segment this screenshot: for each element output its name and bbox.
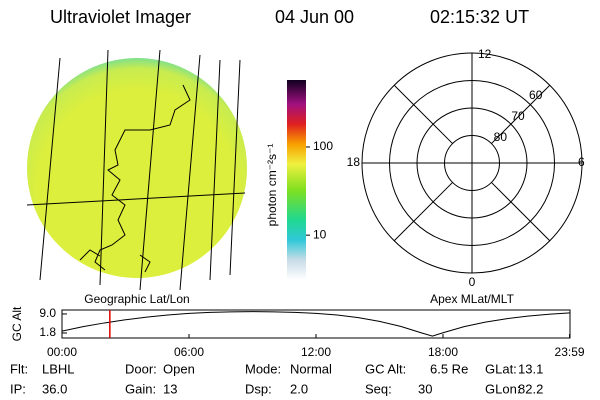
- lat-ring: [389, 80, 555, 246]
- status-value: LBHL: [42, 361, 75, 376]
- date: 04 Jun 00: [275, 7, 354, 27]
- status-label: Flt:: [10, 361, 28, 376]
- alt-xtick-label: 00:00: [47, 345, 77, 359]
- alt-xtick-label: 23:59: [555, 345, 585, 359]
- status-value: 82.2: [518, 381, 543, 396]
- status-value: 13.1: [518, 361, 543, 376]
- mlt-label: 12: [478, 47, 492, 61]
- mlt-label: 18: [347, 155, 361, 169]
- polar-diagonal: [393, 84, 453, 144]
- status-value: Normal: [290, 361, 332, 376]
- status-value: 13: [163, 381, 177, 396]
- lat-ring: [416, 107, 528, 219]
- status-value: 2.0: [290, 381, 308, 396]
- lat-label: 70: [511, 109, 525, 123]
- mlt-label: 0: [469, 275, 476, 289]
- alt-curve: [61, 311, 571, 337]
- colorbar: [287, 80, 306, 280]
- colorbar-label: photon cm⁻²s⁻¹: [265, 144, 279, 227]
- status-label: IP:: [10, 381, 26, 396]
- status-label: Mode:: [245, 361, 281, 376]
- alt-xtick-label: 06:00: [174, 345, 204, 359]
- alt-frame: [61, 309, 571, 339]
- instrument: Ultraviolet Imager: [50, 7, 191, 27]
- alt-ylabel: GC Alt: [10, 306, 24, 341]
- earth-image: [26, 49, 247, 291]
- polar-diagonal: [491, 84, 551, 144]
- polar-caption: Apex MLat/MLT: [430, 292, 514, 306]
- status-label: Seq:: [365, 381, 392, 396]
- alt-ytick-label: 1.8: [39, 325, 56, 339]
- status-label: GC Alt:: [365, 361, 406, 376]
- status-label: GLat:: [485, 361, 517, 376]
- status: Flt: LBHL Door: Open Mode: Normal GC Alt: 6.5 R…: [10, 361, 543, 396]
- status-value: Open: [163, 361, 195, 376]
- alt-xtick-label: 12:00: [301, 345, 331, 359]
- polar-diagonal: [491, 182, 551, 242]
- alt-ytick-label: 9.0: [39, 306, 56, 320]
- time: 02:15:32 UT: [430, 7, 529, 27]
- lat-label: 80: [494, 130, 508, 144]
- colorbar-tick-label: 100: [313, 139, 333, 153]
- status-label: Gain:: [125, 381, 156, 396]
- status-label: Dsp:: [245, 381, 272, 396]
- mlt-label: 6: [578, 155, 585, 169]
- status-value: 30: [418, 381, 432, 396]
- colorbar-tick-label: 10: [313, 227, 327, 241]
- image-caption: Geographic Lat/Lon: [84, 292, 189, 306]
- status-value: 36.0: [42, 381, 67, 396]
- polar-diagonal: [393, 182, 453, 242]
- alt-xtick-label: 18:00: [428, 345, 458, 359]
- lat-ring: [444, 135, 500, 191]
- lat-label: 60: [529, 88, 543, 102]
- status-value: 6.5 Re: [430, 361, 468, 376]
- status-label: Door:: [125, 361, 157, 376]
- status-label: GLon:: [485, 381, 520, 396]
